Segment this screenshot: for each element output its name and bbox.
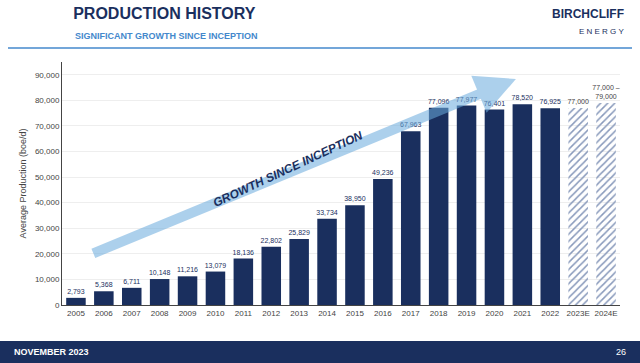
svg-text:11,216: 11,216 (177, 266, 198, 273)
svg-text:2007: 2007 (123, 309, 141, 318)
svg-text:18,136: 18,136 (233, 249, 255, 256)
svg-text:76,925: 76,925 (539, 98, 561, 105)
svg-text:49,236: 49,236 (372, 169, 394, 176)
svg-text:2014: 2014 (318, 309, 336, 318)
svg-text:2011: 2011 (235, 309, 253, 318)
svg-text:5,368: 5,368 (95, 281, 113, 288)
svg-text:10,148: 10,148 (149, 269, 171, 276)
svg-text:NOVEMBER 2023: NOVEMBER 2023 (14, 347, 89, 357)
svg-text:2005: 2005 (67, 309, 85, 318)
svg-text:78,520: 78,520 (512, 94, 534, 101)
svg-text:2013: 2013 (290, 309, 308, 318)
svg-text:70,000: 70,000 (35, 122, 60, 131)
svg-text:77,096: 77,096 (428, 98, 450, 105)
svg-text:2008: 2008 (151, 309, 169, 318)
svg-text:77,000: 77,000 (567, 98, 589, 105)
svg-text:2018: 2018 (430, 309, 448, 318)
svg-text:2020: 2020 (486, 309, 504, 318)
svg-text:13,079: 13,079 (205, 262, 227, 269)
svg-text:10,000: 10,000 (35, 275, 60, 284)
svg-text:6,711: 6,711 (123, 278, 140, 285)
svg-text:Average Production (boe/d): Average Production (boe/d) (18, 129, 28, 239)
svg-text:25,829: 25,829 (288, 229, 310, 236)
svg-text:2019: 2019 (458, 309, 476, 318)
svg-text:PRODUCTION HISTORY: PRODUCTION HISTORY (73, 5, 256, 22)
svg-text:76,401: 76,401 (484, 100, 506, 107)
svg-text:40,000: 40,000 (35, 198, 60, 207)
svg-text:2,793: 2,793 (67, 288, 85, 295)
svg-text:77,000 –79,000: 77,000 –79,000 (592, 84, 619, 100)
svg-text:26: 26 (616, 347, 626, 357)
svg-text:2009: 2009 (179, 309, 197, 318)
svg-text:90,000: 90,000 (35, 71, 60, 80)
svg-text:0: 0 (55, 301, 60, 310)
svg-text:30,000: 30,000 (35, 224, 60, 233)
svg-text:38,950: 38,950 (344, 195, 366, 202)
svg-text:E N E R G Y: E N E R G Y (579, 27, 624, 36)
svg-text:2012: 2012 (262, 309, 280, 318)
svg-text:2010: 2010 (207, 309, 225, 318)
svg-text:50,000: 50,000 (35, 173, 60, 182)
svg-text:2021: 2021 (513, 309, 531, 318)
svg-text:GROWTH SINCE INCEPTION: GROWTH SINCE INCEPTION (211, 128, 365, 210)
svg-text:33,734: 33,734 (316, 209, 338, 216)
svg-text:2017: 2017 (402, 309, 420, 318)
svg-text:80,000: 80,000 (35, 96, 60, 105)
svg-text:2023E: 2023E (567, 309, 590, 318)
svg-text:2006: 2006 (95, 309, 113, 318)
svg-text:2024E: 2024E (594, 309, 617, 318)
svg-text:20,000: 20,000 (35, 250, 60, 259)
svg-text:2022: 2022 (541, 309, 559, 318)
svg-text:2016: 2016 (374, 309, 392, 318)
svg-text:SIGNIFICANT GROWTH SINCE INCEP: SIGNIFICANT GROWTH SINCE INCEPTION (75, 31, 258, 41)
svg-text:22,802: 22,802 (260, 237, 282, 244)
svg-text:60,000: 60,000 (35, 147, 60, 156)
svg-text:BIRCHCLIFF: BIRCHCLIFF (552, 7, 624, 21)
svg-text:2015: 2015 (346, 309, 364, 318)
svg-text:77,977: 77,977 (456, 96, 478, 103)
svg-text:67,963: 67,963 (400, 121, 422, 128)
